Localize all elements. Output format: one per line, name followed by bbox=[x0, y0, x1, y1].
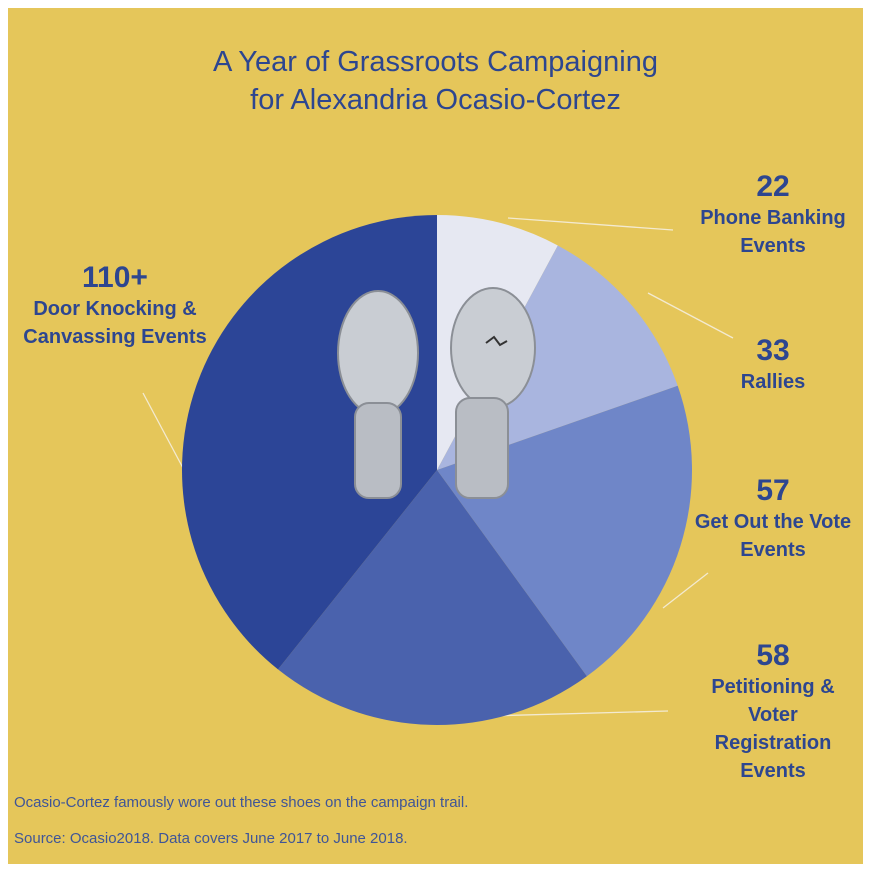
infographic: A Year of Grassroots Campaigning for Ale… bbox=[8, 8, 863, 864]
leader-lines bbox=[142, 217, 734, 717]
category-label: Phone Banking Events bbox=[700, 207, 846, 257]
category-label: Petitioning & Voter Registration Events bbox=[711, 676, 835, 782]
chart-title: for Alexandria Ocasio-Cortez bbox=[250, 84, 621, 116]
value-label: 22 bbox=[756, 170, 790, 203]
shoe-hole bbox=[485, 335, 508, 347]
category-label: Rallies bbox=[740, 371, 806, 393]
shoe bbox=[337, 290, 419, 416]
slice-label: 58 Petitioning & Voter Registration Event… bbox=[688, 639, 858, 785]
leader-line bbox=[142, 392, 184, 469]
value-label: 58 bbox=[756, 639, 790, 672]
chart bbox=[142, 215, 734, 726]
leader-line bbox=[647, 292, 734, 339]
slice-label: 57 Get Out the Vote Events bbox=[693, 474, 853, 564]
slice-label: 33 Rallies bbox=[693, 334, 853, 396]
pie-slice bbox=[278, 470, 587, 726]
source: Source: Ocasio2018. Data covers June 201… bbox=[14, 830, 408, 847]
shoes-illustration bbox=[337, 287, 536, 499]
slice-label: 110+ Door Knocking & Canvassing Events bbox=[8, 261, 230, 351]
shoe bbox=[354, 402, 402, 499]
category-label: Get Out the Vote Events bbox=[694, 511, 852, 561]
value-label: 33 bbox=[756, 334, 790, 367]
category-label: Door Knocking & Canvassing Events bbox=[23, 298, 207, 348]
pie bbox=[182, 215, 692, 726]
chart-title: A Year of Grassroots Campaigning bbox=[213, 46, 658, 78]
value-label: 57 bbox=[756, 474, 790, 507]
shoe bbox=[455, 397, 509, 499]
leader-line bbox=[487, 710, 669, 717]
value-label: 110+ bbox=[82, 261, 148, 294]
slice-label: 22 Phone Banking Events bbox=[678, 170, 863, 260]
shoe bbox=[450, 287, 536, 409]
leader-line bbox=[662, 572, 709, 609]
leader-line bbox=[507, 217, 674, 231]
annotation: Ocasio-Cortez famously wore out these sh… bbox=[14, 794, 469, 811]
